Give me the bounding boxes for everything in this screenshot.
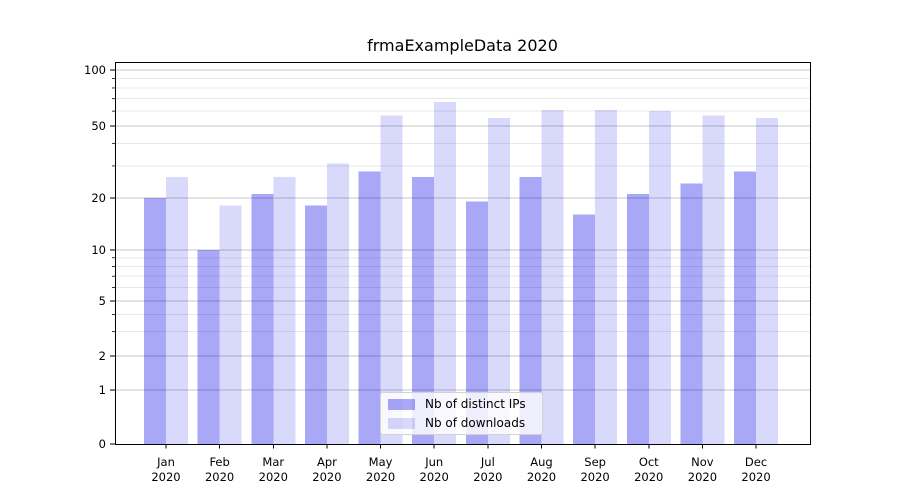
bar-oct-s0 — [626, 193, 649, 444]
bar-dec-s0 — [734, 171, 757, 445]
bar-jun-s0 — [412, 177, 435, 444]
bar-aug-s0 — [519, 177, 542, 444]
bar-mar-s0 — [251, 193, 274, 444]
bar-apr-s0 — [304, 205, 327, 444]
bar-jul-s0 — [465, 201, 488, 444]
bar-dec-s1 — [756, 118, 779, 444]
bar-jul-s1 — [487, 118, 510, 444]
x-tick-label-aug: Aug — [530, 455, 552, 469]
bar-jan-s1 — [166, 177, 188, 444]
y-tick-label-100: 100 — [84, 63, 106, 77]
x-tick-sublabel-may: 2020 — [366, 470, 395, 484]
bar-may-s0 — [358, 171, 381, 445]
x-tick-label-jul: Jul — [480, 455, 495, 469]
bar-feb-s0 — [197, 250, 220, 444]
x-tick-sublabel-jan: 2020 — [151, 470, 180, 484]
bars-series-0 — [144, 171, 757, 445]
x-tick-sublabel-aug: 2020 — [527, 470, 556, 484]
x-tick-sublabel-nov: 2020 — [688, 470, 717, 484]
bar-oct-s1 — [648, 111, 671, 444]
y-tick-label-20: 20 — [91, 191, 106, 205]
x-tick-label-may: May — [369, 455, 393, 469]
x-tick-sublabel-feb: 2020 — [205, 470, 234, 484]
bar-mar-s1 — [273, 177, 296, 444]
legend-label-distinct-ips: Nb of distinct IPs — [425, 397, 526, 411]
bar-sep-s0 — [573, 214, 596, 444]
y-tick-label-10: 10 — [91, 243, 106, 257]
x-tick-label-sep: Sep — [584, 455, 606, 469]
legend-item-downloads: Nb of downloads — [381, 415, 542, 431]
x-tick-label-nov: Nov — [691, 455, 714, 469]
y-gridlines-major — [116, 69, 810, 391]
x-tick-label-oct: Oct — [639, 455, 659, 469]
x-tick-sublabel-oct: 2020 — [634, 470, 663, 484]
legend-swatch-downloads — [388, 417, 415, 429]
bar-apr-s1 — [326, 163, 349, 444]
plot-border — [115, 62, 811, 445]
bar-jun-s1 — [434, 102, 457, 445]
x-tick-label-mar: Mar — [262, 455, 284, 469]
bars-series-1 — [166, 102, 779, 445]
x-tick-label-jun: Jun — [424, 455, 443, 469]
x-tick-label-apr: Apr — [317, 455, 337, 469]
y-tick-label-5: 5 — [99, 294, 106, 308]
x-tick-sublabel-jun: 2020 — [420, 470, 449, 484]
y-tick-label-2: 2 — [99, 349, 106, 363]
legend-swatch-distinct-ips — [388, 398, 415, 410]
y-tick-label-1: 1 — [99, 383, 106, 397]
legend: Nb of distinct IPs Nb of downloads — [380, 392, 543, 435]
y-tick-label-0: 0 — [99, 437, 106, 451]
bar-aug-s1 — [541, 109, 564, 445]
bar-may-s1 — [380, 115, 403, 444]
x-tick-label-dec: Dec — [745, 455, 767, 469]
legend-item-distinct-ips: Nb of distinct IPs — [381, 396, 542, 412]
bar-sep-s1 — [595, 109, 618, 445]
x-tick-sublabel-sep: 2020 — [580, 470, 609, 484]
x-tick-sublabel-dec: 2020 — [741, 470, 770, 484]
chart-title: frmaExampleData 2020 — [367, 36, 558, 55]
x-axis: Jan2020Feb2020Mar2020Apr2020May2020Jun20… — [151, 444, 771, 484]
x-tick-sublabel-mar: 2020 — [259, 470, 288, 484]
y-gridlines-minor — [116, 77, 810, 333]
bar-nov-s1 — [702, 115, 725, 444]
legend-label-downloads: Nb of downloads — [425, 416, 526, 430]
bar-feb-s1 — [219, 205, 242, 444]
y-axis: 0 1 2 5 10 20 50 100 — [84, 63, 115, 451]
bar-jan-s0 — [144, 197, 166, 444]
x-tick-sublabel-apr: 2020 — [312, 470, 341, 484]
x-tick-label-jan: Jan — [156, 455, 175, 469]
bar-nov-s0 — [680, 183, 703, 444]
y-tick-label-50: 50 — [91, 119, 106, 133]
x-tick-sublabel-jul: 2020 — [473, 470, 502, 484]
x-tick-label-feb: Feb — [209, 455, 229, 469]
